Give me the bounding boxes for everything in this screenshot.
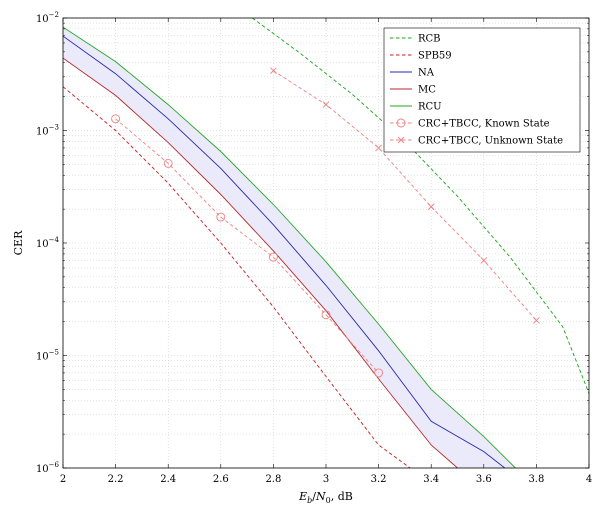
data-point-crc-tbcc-unknown-state (270, 67, 277, 75)
x-tick-labels: 2 2.2 2.4 2.6 2.8 3 3.2 3.4 3.6 3.8 4 (60, 474, 592, 485)
data-point-crc-tbcc-unknown-state (427, 203, 435, 211)
x-tick-label: 2.8 (265, 474, 281, 485)
data-point-crc-tbcc-known-state (268, 252, 278, 262)
legend-label-rcu: RCU (418, 102, 442, 113)
marker-layer (111, 67, 540, 378)
data-point-crc-tbcc-unknown-state (533, 317, 540, 324)
legend-label-na: NA (418, 68, 435, 79)
data-point-crc-tbcc-unknown-state (375, 144, 382, 152)
data-point-crc-tbcc-known-state (216, 212, 226, 222)
x-tick-label: 3 (323, 474, 329, 485)
shaded-area (63, 27, 516, 468)
data-point-crc-tbcc-known-state (321, 310, 331, 320)
x-tick-label: 3.4 (423, 474, 439, 485)
legend-label-mc: MC (418, 85, 436, 96)
x-tick-label: 4 (586, 474, 592, 485)
data-point-crc-tbcc-known-state (163, 158, 173, 168)
series-line-na (63, 35, 506, 468)
legend-marker (397, 136, 405, 144)
x-tick-label: 3.8 (528, 474, 544, 485)
x-tick-label: 2.6 (213, 474, 229, 485)
series-line-rcu (63, 26, 516, 468)
series-line-spb59 (63, 86, 411, 468)
x-tick-label: 2.2 (108, 474, 124, 485)
x-tick-label: 3.6 (476, 474, 492, 485)
y-tick-label: 10−6 (36, 461, 60, 475)
legend-label-rcb: RCB (418, 34, 441, 45)
x-axis-label: Eb/N0, dB (298, 490, 353, 505)
legend-label-crc-tbcc-unknown-state: CRC+TBCC, Unknown State (418, 136, 563, 147)
series-line-mc (63, 57, 458, 468)
legend: RCB SPB59 NA MC RCU CRC+TBCC, Known State CRC+… (383, 27, 581, 153)
x-tick-label: 3.2 (371, 474, 387, 485)
shaded-region (63, 27, 516, 468)
y-tick-labels: 10−6 10−5 10−4 10−3 10−2 (36, 11, 60, 475)
y-tick-label: 10−5 (36, 349, 59, 363)
series-line-rcb (252, 18, 589, 394)
x-tick-label: 2.4 (160, 474, 176, 485)
ticks (62, 17, 590, 469)
y-tick-label: 10−3 (36, 124, 59, 138)
series-layer (63, 18, 589, 468)
series-line-crc-tbcc-known-state (115, 118, 379, 374)
y-tick-label: 10−2 (36, 11, 59, 25)
legend-label-spb59: SPB59 (418, 51, 452, 62)
data-point-crc-tbcc-known-state (111, 114, 121, 124)
legend-label-crc-tbcc-known-state: CRC+TBCC, Known State (418, 119, 550, 130)
data-point-crc-tbcc-known-state (374, 368, 384, 378)
x-tick-label: 2 (60, 474, 66, 485)
data-point-crc-tbcc-unknown-state (322, 101, 330, 108)
data-point-crc-tbcc-unknown-state (480, 257, 488, 264)
series-line-crc-tbcc-unknown-state (273, 70, 537, 321)
y-tick-label: 10−4 (36, 236, 60, 250)
legend-marker (396, 118, 406, 128)
legend-box (383, 27, 581, 153)
y-axis-label: CER (12, 230, 25, 255)
